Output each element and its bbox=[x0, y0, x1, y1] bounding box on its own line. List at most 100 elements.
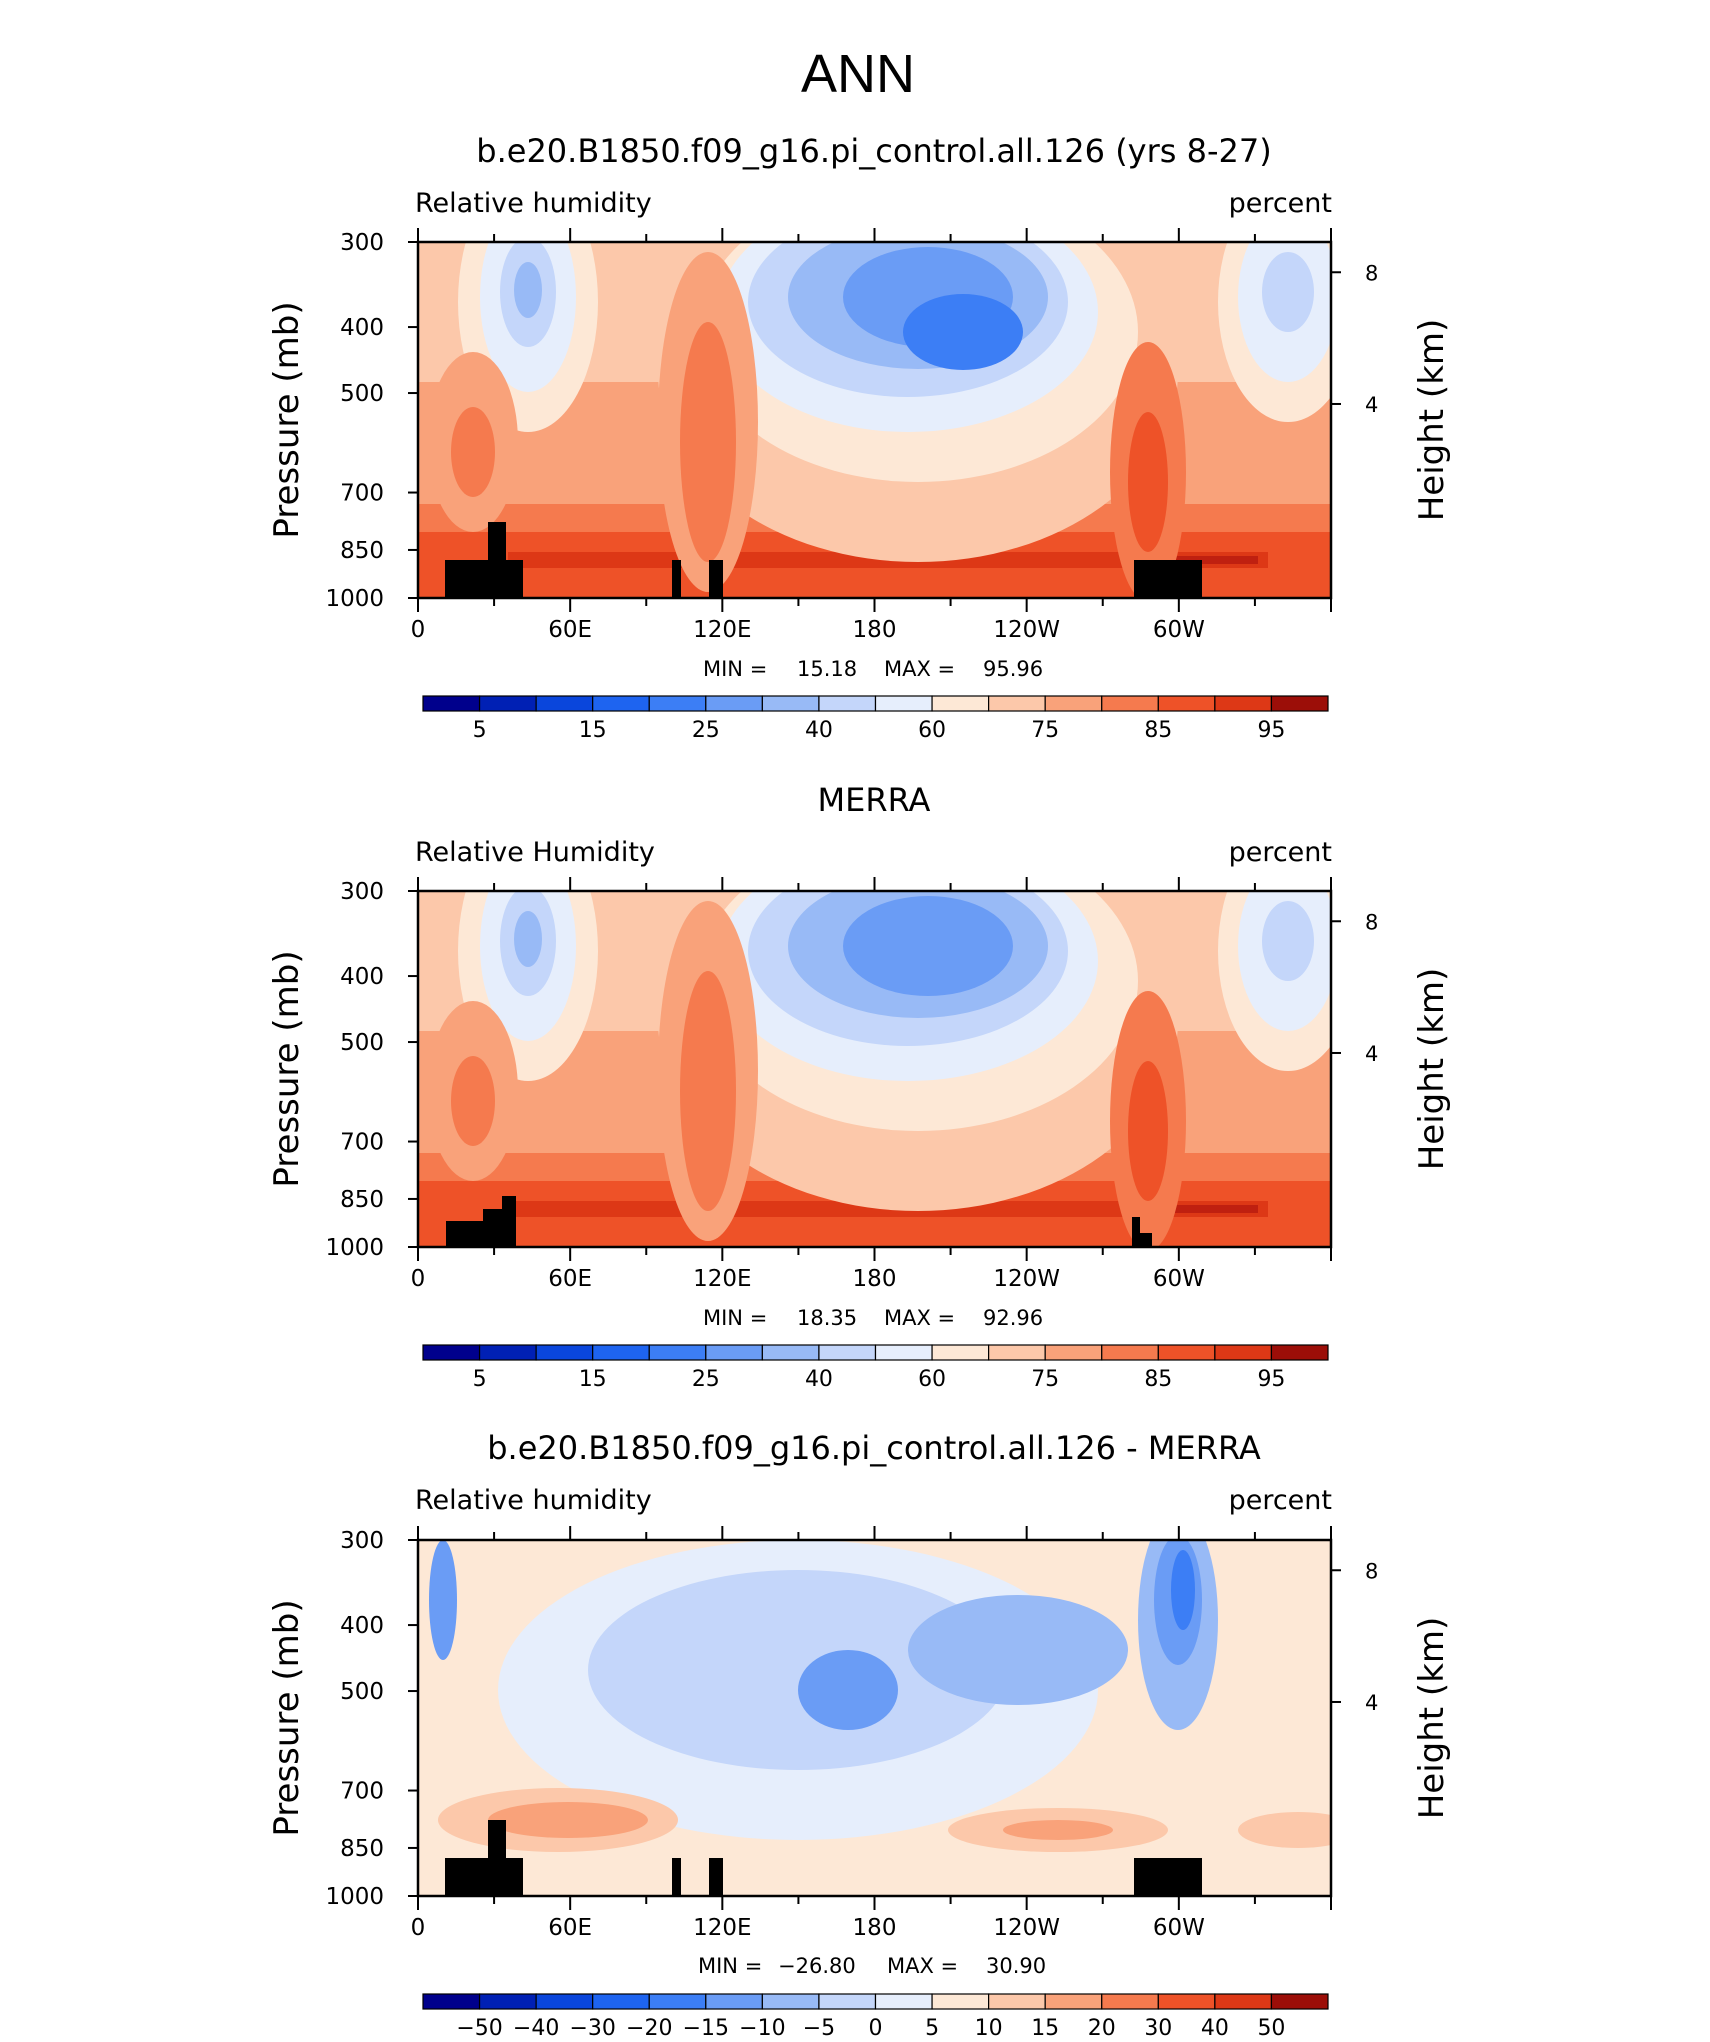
panel-model-min-value: 15.18 bbox=[797, 657, 857, 681]
panel-difference-pressure-axis: 300 400 500 700 850 1000 bbox=[325, 1528, 418, 1910]
panel-merra-max-label: MAX = bbox=[884, 1306, 955, 1330]
andes-terrain bbox=[1134, 560, 1202, 598]
colorbar-label: 85 bbox=[1144, 1367, 1172, 1392]
colorbar-swatch bbox=[1101, 695, 1159, 712]
colorbar-swatch bbox=[988, 695, 1046, 712]
colorbar-swatch bbox=[648, 1993, 707, 2010]
colorbar-swatch bbox=[931, 695, 990, 712]
colorbar-swatch bbox=[988, 1344, 1046, 1361]
colorbar-swatch bbox=[535, 1344, 594, 1361]
indonesia-terrain bbox=[672, 560, 681, 598]
andes-terrain-2 bbox=[1138, 1233, 1152, 1247]
new-guinea-terrain bbox=[709, 560, 723, 598]
pressure-tick-label: 300 bbox=[340, 230, 384, 256]
panel-merra-colorbar: 5 15 25 40 60 75 85 95 bbox=[422, 1344, 1329, 1392]
panel-difference-max-label: MAX = bbox=[887, 1954, 958, 1978]
colorbar-swatch bbox=[1157, 1344, 1216, 1361]
pressure-tick-label: 850 bbox=[340, 1187, 384, 1213]
pressure-tick-label: 1000 bbox=[325, 586, 384, 612]
longitude-tick-label: 60E bbox=[548, 1266, 592, 1292]
panel-merra-left-string: Relative Humidity bbox=[415, 837, 655, 868]
longitude-tick-label: 120W bbox=[993, 1915, 1060, 1941]
atlantic-dry-core bbox=[1262, 252, 1314, 332]
colorbar-swatch bbox=[592, 695, 650, 712]
colorbar-label: 25 bbox=[692, 718, 720, 743]
colorbar-swatch bbox=[592, 1993, 650, 2010]
panel-merra-longitude-axis: 0 60E 120E 180 120W 60W bbox=[411, 877, 1332, 1292]
colorbar-label: 25 bbox=[692, 1367, 720, 1392]
dry-zone-minimum bbox=[903, 294, 1023, 370]
longitude-tick-label: 120W bbox=[993, 617, 1060, 643]
colorbar-swatch bbox=[478, 695, 537, 712]
panel-merra-ylabel: Pressure (mb) bbox=[267, 950, 307, 1187]
negative-bias-minimum bbox=[798, 1650, 898, 1730]
pressure-tick-label: 400 bbox=[340, 1613, 384, 1639]
panel-merra-max-value: 92.96 bbox=[983, 1306, 1043, 1330]
panel-model-land-mask bbox=[445, 522, 1202, 598]
colorbar-swatch bbox=[818, 1993, 877, 2010]
figure-supertitle: ANN bbox=[801, 44, 915, 104]
pressure-tick-label: 700 bbox=[340, 481, 384, 507]
pressure-tick-label: 400 bbox=[340, 315, 384, 341]
panel-merra-height-axis: 84 bbox=[1331, 910, 1378, 1066]
colorbar-label: 0 bbox=[869, 2016, 883, 2038]
maritime-continent-core bbox=[680, 971, 736, 1211]
longitude-tick-label: 0 bbox=[411, 1915, 426, 1941]
colorbar-swatch bbox=[1044, 1344, 1103, 1361]
panel-difference-longitude-axis: 0 60E 120E 180 120W 60W bbox=[411, 1526, 1332, 1941]
colorbar-label: 40 bbox=[805, 718, 833, 743]
longitude-tick-label: 180 bbox=[853, 1266, 897, 1292]
indonesia-terrain bbox=[672, 1858, 681, 1896]
colorbar-swatch bbox=[1214, 1993, 1273, 2010]
longitude-tick-label: 120W bbox=[993, 1266, 1060, 1292]
colorbar-label: 15 bbox=[579, 1367, 607, 1392]
panel-model-ylabel: Pressure (mb) bbox=[267, 301, 307, 538]
panel-model-max-value: 95.96 bbox=[983, 657, 1043, 681]
colorbar-label: −30 bbox=[569, 2016, 615, 2038]
colorbar-swatch bbox=[1157, 695, 1216, 712]
colorbar-swatch bbox=[1157, 1993, 1216, 2010]
panel-difference-contour-field bbox=[418, 1540, 1331, 1896]
africa-core bbox=[451, 407, 495, 497]
panel-model-max-label: MAX = bbox=[884, 657, 955, 681]
atlantic-positive bbox=[1238, 1812, 1331, 1848]
colorbar-swatch bbox=[988, 1993, 1046, 2010]
south-america-core bbox=[1128, 412, 1168, 552]
panel-merra: MERRA Relative Humidity percent 30040050… bbox=[267, 781, 1452, 1392]
height-tick-label: 4 bbox=[1365, 393, 1378, 417]
height-tick-label: 4 bbox=[1365, 1042, 1378, 1066]
colorbar-swatch bbox=[1214, 695, 1273, 712]
colorbar-label: 40 bbox=[1201, 2016, 1229, 2038]
colorbar-swatch bbox=[1270, 1344, 1329, 1361]
colorbar-label: 60 bbox=[918, 718, 946, 743]
colorbar-label: 5 bbox=[925, 2016, 939, 2038]
pressure-tick-label: 850 bbox=[340, 538, 384, 564]
colorbar-swatch bbox=[705, 695, 763, 712]
colorbar-label: 50 bbox=[1257, 2016, 1285, 2038]
colorbar-swatch bbox=[874, 695, 933, 712]
height-tick-label: 4 bbox=[1365, 1691, 1378, 1715]
pressure-tick-label: 1000 bbox=[325, 1235, 384, 1261]
colorbar-label: 95 bbox=[1257, 718, 1285, 743]
panel-difference-min-value: −26.80 bbox=[778, 1954, 856, 1978]
panel-model-colorbar: 5 15 25 40 60 75 85 95 bbox=[422, 695, 1329, 743]
panel-model-pressure-axis: 300 400 500 700 850 1000 bbox=[325, 230, 418, 612]
panel-model-left-string: Relative humidity bbox=[415, 188, 652, 219]
colorbar-swatch bbox=[1101, 1993, 1159, 2010]
indian-ocean-dry-core bbox=[514, 262, 542, 318]
colorbar-swatch bbox=[705, 1344, 763, 1361]
colorbar-swatch bbox=[422, 1344, 481, 1361]
longitude-tick-label: 120E bbox=[693, 1266, 751, 1292]
panel-merra-contour-field bbox=[418, 891, 1331, 1247]
colorbar-swatch bbox=[1101, 1344, 1159, 1361]
pressure-tick-label: 850 bbox=[340, 1836, 384, 1862]
panel-model-y2label: Height (km) bbox=[1412, 319, 1452, 522]
panel-merra-right-string: percent bbox=[1229, 837, 1332, 868]
colorbar-swatch bbox=[478, 1993, 537, 2010]
africa-terrain bbox=[445, 1858, 523, 1896]
longitude-tick-label: 60W bbox=[1153, 1915, 1205, 1941]
colorbar-label: 75 bbox=[1031, 1367, 1059, 1392]
colorbar-swatch bbox=[535, 695, 594, 712]
colorbar-swatch bbox=[478, 1344, 537, 1361]
